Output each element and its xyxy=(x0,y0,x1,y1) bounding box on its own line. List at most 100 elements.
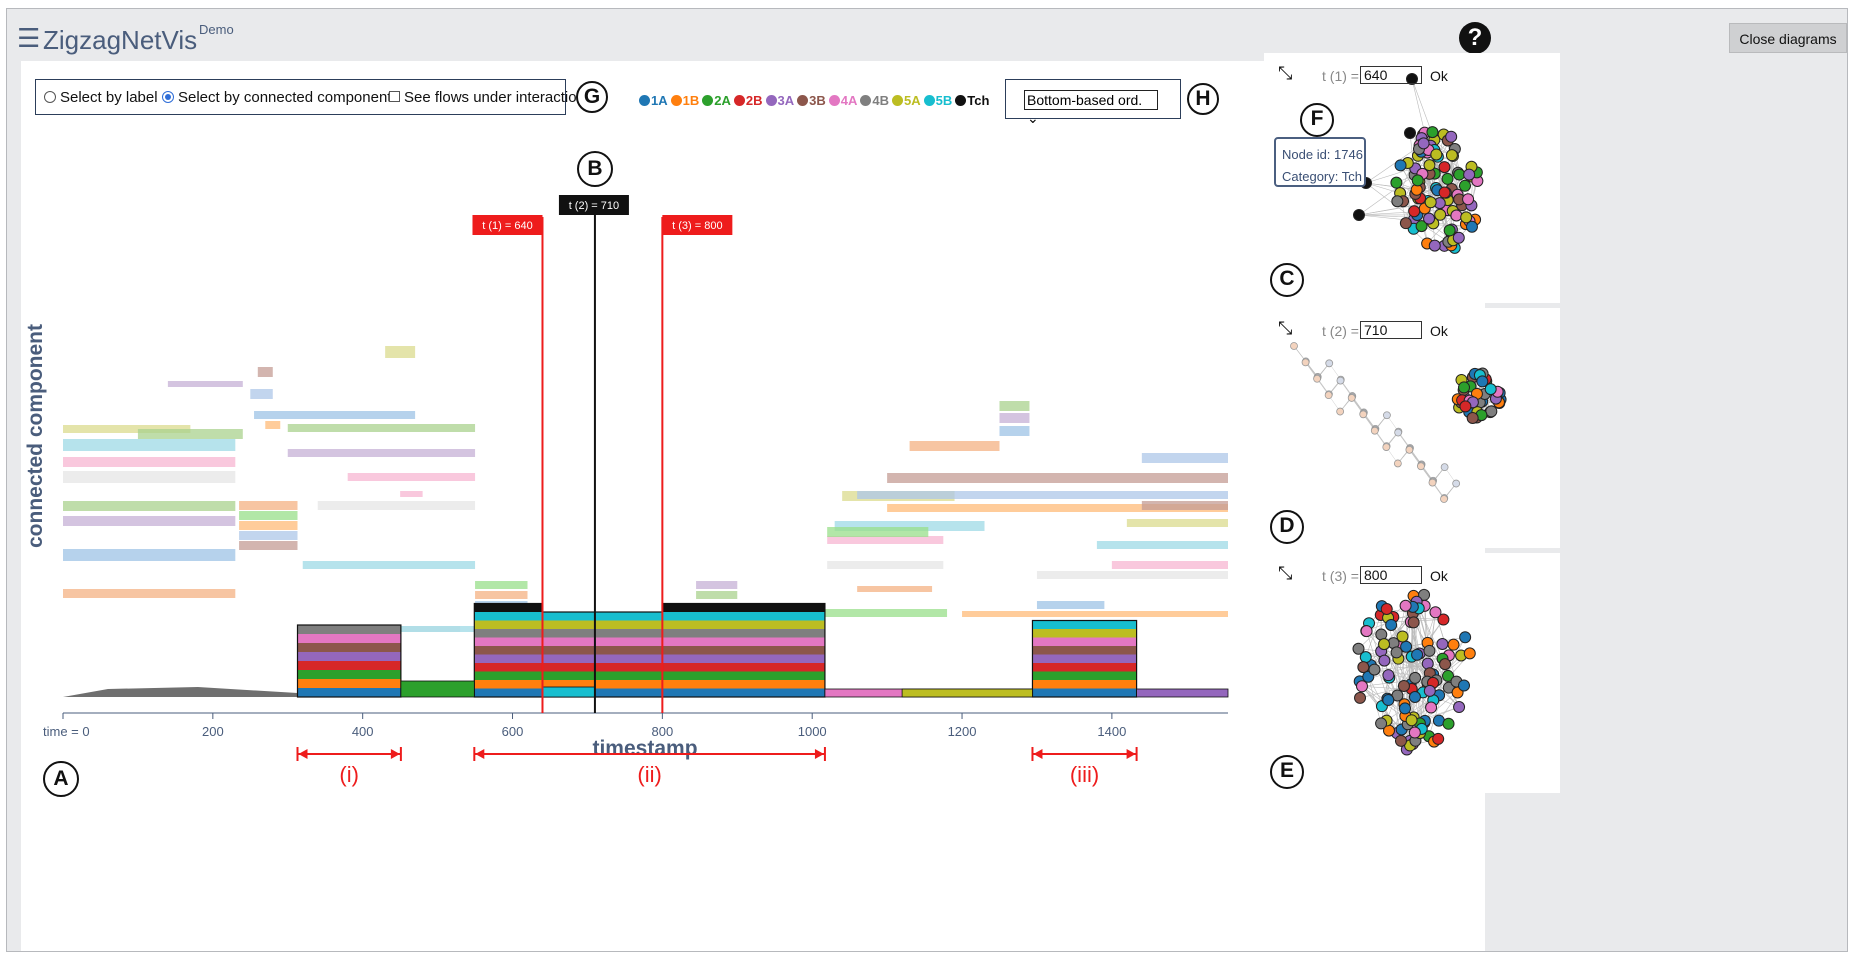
network-graph-3[interactable] xyxy=(1264,553,1560,793)
hamburger-icon[interactable]: ☰ xyxy=(17,23,41,53)
legend-item-5b[interactable]: 5B xyxy=(923,93,952,108)
graph-node xyxy=(1301,358,1310,367)
stack-layer-3a xyxy=(662,654,825,663)
graph-node xyxy=(1325,359,1334,368)
x-tick-label: 800 xyxy=(652,724,674,739)
faded-flow xyxy=(827,536,944,544)
expand-icon[interactable]: ⤡ xyxy=(1278,563,1293,583)
legend-item-2b[interactable]: 2B xyxy=(733,93,763,108)
panel-2-ok-button[interactable]: Ok xyxy=(1430,323,1448,339)
graph-node xyxy=(1442,717,1455,730)
faded-flow xyxy=(63,471,236,483)
faded-flow xyxy=(909,441,1000,451)
graph-node xyxy=(1485,405,1498,418)
panel-3-time-input[interactable]: 800 xyxy=(1360,566,1422,584)
panel-2-time-input[interactable]: 710 xyxy=(1360,321,1422,339)
legend-item-1b[interactable]: 1B xyxy=(670,93,699,108)
stack-layer-2b xyxy=(542,663,663,672)
graph-edge xyxy=(1406,636,1466,648)
graph-node xyxy=(1378,638,1391,651)
legend-label: 2B xyxy=(745,93,763,108)
legend-item-1a[interactable]: 1A xyxy=(639,93,668,108)
stack-layer-2a xyxy=(474,671,543,680)
x-tick-label: 600 xyxy=(502,724,524,739)
expand-icon[interactable]: ⤡ xyxy=(1278,318,1293,338)
checkbox-icon[interactable] xyxy=(389,91,400,102)
faded-flow xyxy=(250,389,273,399)
graph-node xyxy=(1441,172,1454,185)
graph-node xyxy=(1405,714,1418,727)
x-tick-label: 200 xyxy=(202,724,224,739)
faded-flow xyxy=(696,581,738,589)
graph-node xyxy=(1360,625,1373,638)
graph-node xyxy=(1452,479,1461,488)
annotation-h: H xyxy=(1187,83,1219,115)
annotation-f: F xyxy=(1300,103,1334,137)
faded-flow xyxy=(475,591,528,599)
graph-node xyxy=(1355,680,1368,693)
graph-node xyxy=(1445,149,1458,162)
faded-flow xyxy=(1126,519,1228,527)
legend-dot-icon xyxy=(892,95,903,106)
legend-item-5a[interactable]: 5A xyxy=(892,93,921,108)
faded-flow xyxy=(239,521,298,530)
expand-icon[interactable]: ⤡ xyxy=(1278,63,1293,83)
stack-layer-1a xyxy=(542,688,663,697)
panel-1-ok-button[interactable]: Ok xyxy=(1430,68,1448,84)
graph-edge xyxy=(1365,182,1417,191)
graph-node xyxy=(1375,717,1388,730)
range-arrow-icon xyxy=(298,749,308,759)
legend-item-3b[interactable]: 3B xyxy=(797,93,826,108)
network-graph-1[interactable] xyxy=(1264,53,1560,303)
graph-node xyxy=(1466,411,1479,424)
legend-item-3a[interactable]: 3A xyxy=(765,93,794,108)
category-legend: 1A 1B 2A 2B 3A 3B 4A 4B 5A 5B Tch xyxy=(639,93,992,108)
stack-layer-3b xyxy=(474,646,543,655)
faded-flow xyxy=(999,401,1030,411)
faded-flow xyxy=(239,531,298,540)
help-button[interactable]: ? xyxy=(1459,22,1491,54)
stack-layer-4a xyxy=(1032,637,1137,646)
stack-layer-1a xyxy=(297,688,401,697)
close-diagrams-button[interactable]: Close diagrams xyxy=(1729,23,1847,53)
stack-layer-5b xyxy=(1032,620,1137,629)
time-marker-box xyxy=(662,215,733,235)
graph-node xyxy=(1438,161,1451,174)
ordering-select[interactable]: Bottom-based ord. ⌄ xyxy=(1024,90,1158,126)
legend-item-tch[interactable]: Tch xyxy=(955,93,989,108)
graph-node xyxy=(1405,445,1414,454)
faded-flow xyxy=(1096,541,1228,549)
annotation-d: D xyxy=(1270,510,1304,544)
snapshot-panel-1: ⤡ t (1) = 640 Ok F Node id: 1746 Categor… xyxy=(1264,53,1560,303)
x-tick-label: time = 0 xyxy=(43,724,90,739)
range-arrow-icon xyxy=(1033,749,1043,759)
graph-node xyxy=(1411,174,1424,187)
select-by-component-text: Select by connected component xyxy=(178,89,392,106)
faded-flow xyxy=(63,549,236,561)
faded-flow xyxy=(239,511,298,520)
graph-edge xyxy=(1358,174,1415,216)
faded-flow xyxy=(475,581,528,589)
legend-item-4b[interactable]: 4B xyxy=(860,93,889,108)
graph-node xyxy=(1382,694,1395,707)
legend-item-4a[interactable]: 4A xyxy=(828,93,857,108)
legend-item-2a[interactable]: 2A xyxy=(702,93,731,108)
radio-icon[interactable] xyxy=(44,91,56,103)
panel-3-ok-button[interactable]: Ok xyxy=(1430,568,1448,584)
main-view: Select by label Select by connected comp… xyxy=(21,61,1485,951)
x-tick-label: 1000 xyxy=(798,724,827,739)
range-label: (iii) xyxy=(1070,762,1099,787)
faded-flow xyxy=(63,589,236,598)
graph-node xyxy=(1408,691,1421,704)
graph-node xyxy=(1390,176,1403,189)
select-by-component-option[interactable]: Select by connected component xyxy=(162,89,391,106)
graph-edge xyxy=(1393,616,1444,620)
graph-node xyxy=(1347,394,1356,402)
network-graph-2[interactable] xyxy=(1264,308,1560,548)
see-flows-option[interactable]: See flows under interaction xyxy=(389,89,585,106)
graph-node xyxy=(1425,701,1438,714)
select-by-label-option[interactable]: Select by label xyxy=(44,89,158,106)
radio-selected-icon[interactable] xyxy=(162,91,174,103)
panel-1-time-input[interactable]: 640 xyxy=(1360,66,1422,84)
zigzag-chart[interactable]: time = 0 200 400 600 800 1000 1200 1400 timestam… xyxy=(21,61,1261,951)
